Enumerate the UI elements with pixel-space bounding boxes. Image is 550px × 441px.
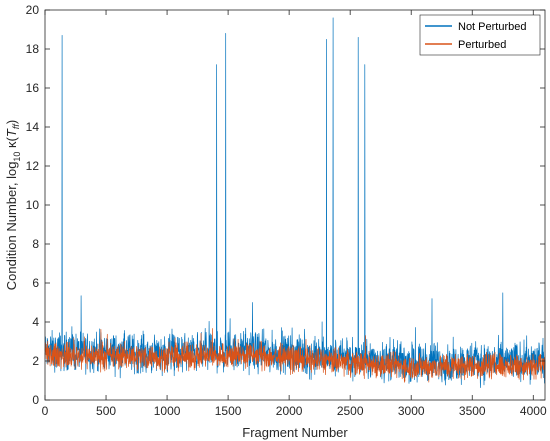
legend-box [419,14,541,56]
series-line-perturbed [44,328,546,383]
x-tick-label: 2000 [276,404,303,418]
y-tick-label: 18 [26,42,40,56]
x-tick-label: 0 [42,404,49,418]
x-tick-label: 4000 [520,404,547,418]
y-tick-label: 16 [26,81,40,95]
y-tick-label: 12 [26,159,40,173]
legend-label-not-perturbed: Not Perturbed [458,21,526,33]
x-tick-label: 2500 [337,404,364,418]
x-tick-label: 1500 [215,404,242,418]
y-tick-label: 14 [26,120,40,134]
y-tick-label: 6 [32,276,39,290]
x-tick-label: 500 [96,404,116,418]
y-tick-label: 10 [26,198,40,212]
y-tick-label: 4 [32,315,39,329]
x-tick-label: 1000 [154,404,181,418]
y-tick-label: 8 [32,237,39,251]
plot-frame [44,9,546,401]
plot-background [45,10,545,400]
y-tick-label: 0 [32,393,39,407]
x-tick-label: 3000 [398,404,425,418]
legend: Not Perturbed Perturbed [419,14,541,56]
tick-layer: 0 500 1000 1500 2000 2500 3000 3500 4000 0 2 4 6 8 10 1… [26,3,547,418]
legend-label-perturbed: Perturbed [458,39,506,51]
y-tick-label: 2 [32,354,39,368]
series-layer [44,17,546,388]
x-axis-label: Fragment Number [242,425,348,440]
x-tick-label: 3500 [459,404,486,418]
y-axis-label: Condition Number, log10 κ(Tff) [4,120,22,290]
y-tick-label: 20 [26,3,40,17]
